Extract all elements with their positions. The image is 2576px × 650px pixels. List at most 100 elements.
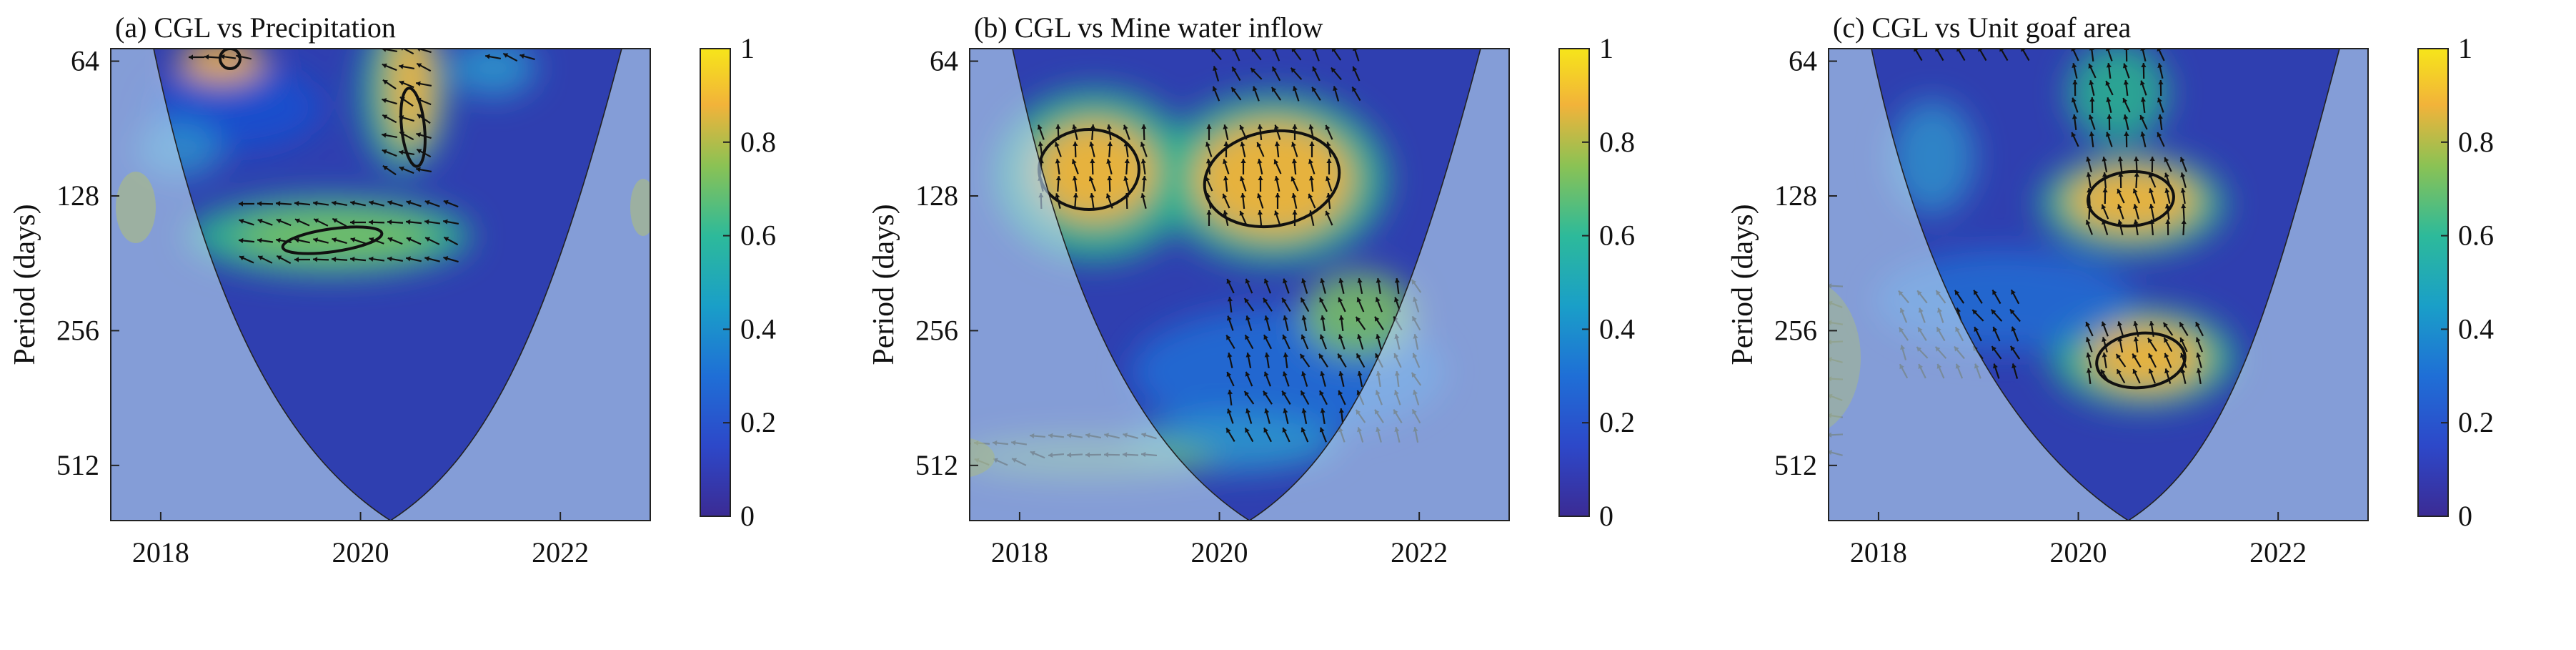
x-tick-label: 2020 [2050,536,2107,568]
phase-arrow [2088,114,2096,130]
phase-arrow [332,237,347,245]
phase-arrow [2179,322,2189,336]
phase-arrow [442,219,459,225]
phase-arrow-head [2117,220,2123,225]
phase-arrow-head [1212,86,1218,92]
phase-arrow-head [1258,176,1263,180]
phase-arrow-head [1320,371,1326,377]
phase-arrow [2157,63,2164,79]
phase-arrow [1240,176,1247,192]
phase-arrow-head [2071,97,2077,103]
coherence-region [2068,168,2197,232]
phase-arrow-head [257,218,263,224]
phase-arrow [2106,62,2112,79]
phase-arrow-head [1245,428,1250,433]
phase-arrow-head [1991,346,1996,352]
phase-arrow-head [1107,142,1113,147]
y-tick-label: 64 [930,45,958,77]
y-tick-label: 512 [1774,449,1817,481]
plot-frame [110,48,651,521]
phase-arrow-shaft [1809,434,1824,435]
phase-arrow-head [1072,124,1078,130]
phase-arrow [1974,326,1982,342]
phase-arrow-head [1790,376,1794,381]
phase-arrow-shaft [416,49,432,54]
colorbar-tick-label: 1 [740,32,755,64]
phase-arrow [1244,427,1254,443]
phase-arrow [2107,114,2112,131]
phase-arrow [1809,433,1824,438]
phase-arrow-head [382,63,387,69]
phase-arrow [1073,192,1078,210]
phase-arrow [1239,210,1248,226]
colorbar [700,48,731,517]
phase-arrow [1245,352,1252,369]
phase-arrow-head [294,200,299,207]
phase-arrow-head [406,237,412,242]
phase-arrow [2133,219,2139,236]
phase-arrow [382,79,397,90]
phase-arrow [1222,193,1230,209]
phase-arrow-shaft [1790,395,1805,400]
chart-c: (c) CGL vs Unit goaf area 64 128 256 512 Peri… [1726,11,2494,568]
phase-arrow-head [399,149,404,155]
phase-arrow [2149,156,2155,173]
phase-arrow [1809,357,1824,362]
phase-arrow-head [369,256,374,262]
phase-arrow-head [277,255,282,260]
significance-contour [1203,129,1341,229]
phase-arrow [1376,277,1381,295]
phase-arrow [1223,175,1229,192]
colorbar-tick-label: 0.2 [740,406,776,438]
phase-arrow [1264,315,1270,331]
phase-arrow-head [1293,86,1298,92]
phase-arrow [1319,334,1327,350]
phase-arrow-head [1356,353,1361,359]
phase-arrow-head [2164,157,2169,162]
phase-arrow [1374,316,1384,330]
phase-arrow-head [2158,80,2164,85]
phase-arrow-head [1226,335,1231,340]
chart-title: (a) CGL vs Precipitation [115,11,396,44]
phase-arrow [1326,176,1333,192]
phase-arrow [294,200,311,207]
phase-arrow-head [424,256,430,262]
phase-arrow-head [1338,315,1344,320]
phase-arrow [1263,390,1273,405]
colorbar-tick-label: 0.2 [2458,406,2494,438]
x-tick-label: 2020 [1191,536,1248,568]
phase-arrow [2181,219,2187,236]
phase-arrow-head [1054,142,1060,147]
cone-of-influence-line [153,49,622,521]
phase-arrow-shaft [402,49,414,55]
phase-arrow [387,237,403,245]
phase-arrow-head [1272,67,1277,72]
phase-arrow-head [1257,210,1263,215]
phase-arrow-head [2133,204,2139,210]
phase-arrow-head [313,257,318,262]
phase-arrow-head [1245,335,1250,340]
phase-arrow-head [1326,159,1332,163]
phase-arrow-head [2139,80,2145,86]
phase-arrow-head [2181,204,2187,209]
phase-arrow-head [1319,353,1324,359]
phase-arrow-head [2157,114,2163,119]
phase-arrow [382,164,397,176]
phase-arrow-head [1264,353,1270,358]
phase-arrow-head [204,54,209,60]
y-tick-label: 128 [915,179,958,212]
phase-arrow [502,52,518,62]
phase-arrow-head [1319,427,1325,433]
phase-arrow [238,237,255,244]
phase-arrow [1771,284,1787,289]
phase-arrow [369,200,384,207]
phase-arrow [382,63,397,72]
phase-arrow [1357,370,1363,388]
phase-arrow [424,237,440,245]
phase-arrow [1319,297,1328,312]
phase-arrow [1320,278,1326,294]
outside-coi-region [1829,287,1861,428]
phase-arrow [2164,157,2172,172]
phase-arrow [1140,158,1146,175]
phase-arrow-head [1239,124,1245,130]
